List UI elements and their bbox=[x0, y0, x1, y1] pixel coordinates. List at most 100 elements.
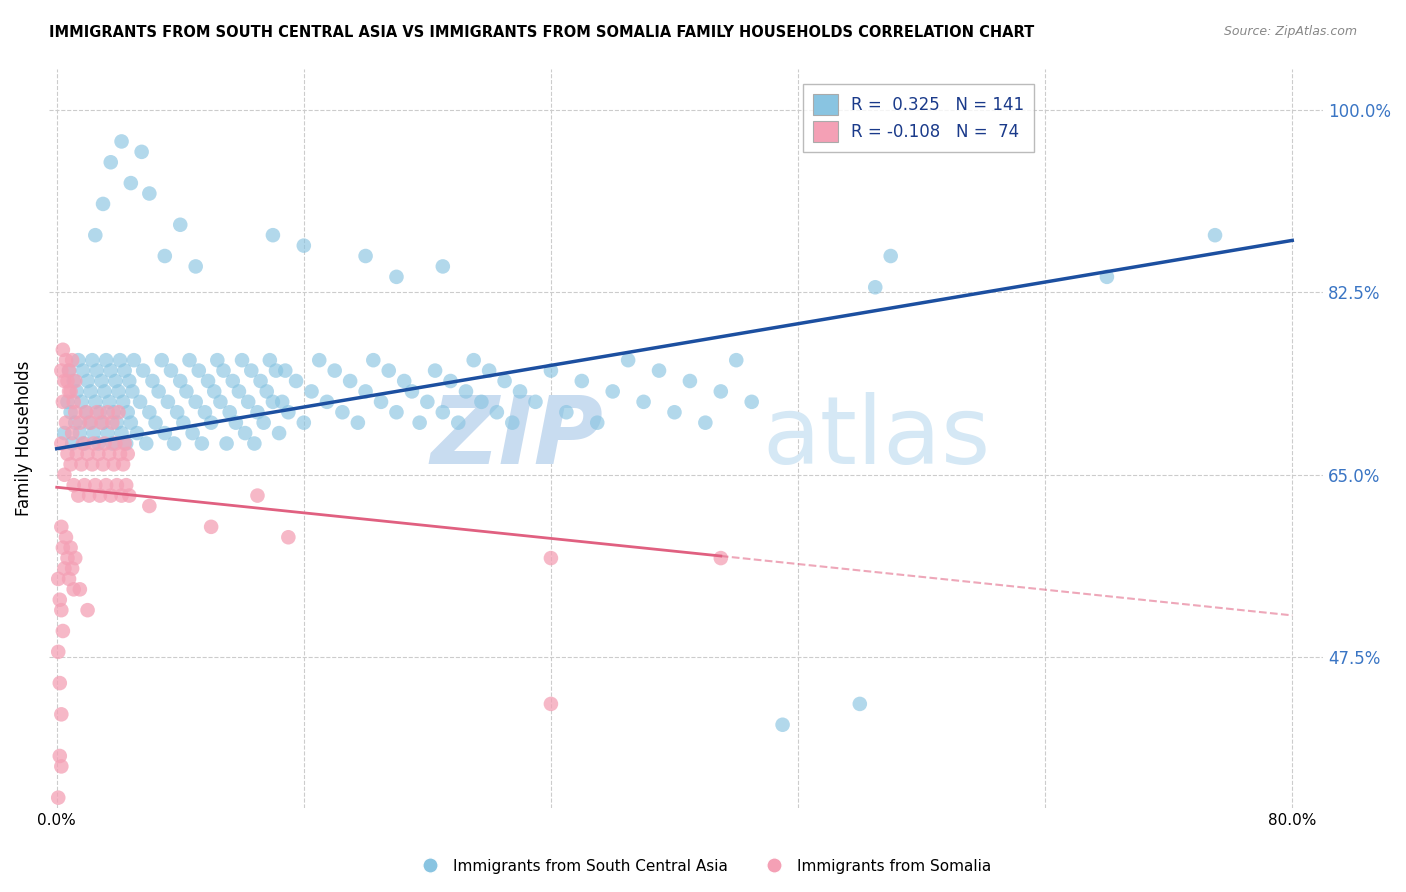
Point bbox=[98, 394, 121, 409]
Point bbox=[202, 384, 225, 399]
Point bbox=[316, 394, 339, 409]
Point bbox=[60, 353, 83, 368]
Point bbox=[271, 394, 294, 409]
Point bbox=[478, 363, 501, 377]
Point bbox=[67, 353, 90, 368]
Point bbox=[131, 145, 153, 159]
Point bbox=[347, 416, 370, 430]
Point bbox=[323, 363, 346, 377]
Point bbox=[141, 374, 163, 388]
Text: Source: ZipAtlas.com: Source: ZipAtlas.com bbox=[1223, 25, 1357, 38]
Point bbox=[90, 416, 112, 430]
Point bbox=[679, 374, 702, 388]
Point bbox=[370, 394, 392, 409]
Point bbox=[84, 228, 107, 243]
Point bbox=[69, 426, 91, 441]
Point bbox=[103, 458, 125, 472]
Point bbox=[56, 374, 79, 388]
Point bbox=[150, 353, 173, 368]
Point bbox=[94, 478, 117, 492]
Point bbox=[83, 436, 105, 450]
Point bbox=[46, 790, 69, 805]
Point bbox=[118, 374, 141, 388]
Point bbox=[120, 176, 142, 190]
Point bbox=[509, 384, 531, 399]
Point bbox=[166, 405, 188, 419]
Point bbox=[59, 405, 82, 419]
Point bbox=[72, 363, 94, 377]
Point bbox=[58, 384, 80, 399]
Point bbox=[101, 416, 124, 430]
Point bbox=[76, 374, 98, 388]
Point bbox=[91, 416, 114, 430]
Point bbox=[238, 394, 260, 409]
Legend: R =  0.325   N = 141, R = -0.108   N =  74: R = 0.325 N = 141, R = -0.108 N = 74 bbox=[803, 84, 1035, 152]
Point bbox=[75, 405, 97, 419]
Point bbox=[301, 384, 323, 399]
Point bbox=[58, 363, 80, 377]
Point bbox=[93, 384, 115, 399]
Point bbox=[93, 436, 115, 450]
Point bbox=[73, 478, 96, 492]
Point bbox=[602, 384, 624, 399]
Point bbox=[292, 416, 315, 430]
Point bbox=[77, 416, 100, 430]
Point bbox=[160, 363, 183, 377]
Point bbox=[105, 478, 128, 492]
Point bbox=[865, 280, 887, 294]
Point bbox=[52, 394, 75, 409]
Legend: Immigrants from South Central Asia, Immigrants from Somalia: Immigrants from South Central Asia, Immi… bbox=[409, 853, 997, 880]
Point bbox=[89, 405, 111, 419]
Point bbox=[710, 384, 733, 399]
Point bbox=[416, 394, 439, 409]
Point bbox=[65, 405, 87, 419]
Point bbox=[249, 374, 271, 388]
Point bbox=[432, 405, 454, 419]
Point bbox=[69, 416, 91, 430]
Point bbox=[53, 561, 76, 575]
Point bbox=[447, 416, 470, 430]
Point bbox=[277, 530, 299, 544]
Point bbox=[555, 405, 578, 419]
Point bbox=[110, 135, 132, 149]
Point bbox=[274, 363, 297, 377]
Point bbox=[710, 551, 733, 566]
Point bbox=[86, 405, 108, 419]
Point bbox=[100, 363, 122, 377]
Point bbox=[56, 447, 79, 461]
Point bbox=[246, 489, 269, 503]
Point bbox=[91, 197, 114, 211]
Point bbox=[82, 353, 104, 368]
Point bbox=[1204, 228, 1226, 243]
Point bbox=[55, 353, 77, 368]
Point bbox=[97, 405, 120, 419]
Point bbox=[62, 478, 84, 492]
Point bbox=[49, 749, 72, 764]
Point bbox=[91, 458, 114, 472]
Point bbox=[62, 394, 84, 409]
Point bbox=[187, 363, 209, 377]
Point bbox=[87, 436, 110, 450]
Point bbox=[135, 436, 157, 450]
Point bbox=[176, 384, 198, 399]
Point bbox=[108, 353, 131, 368]
Point bbox=[156, 394, 179, 409]
Point bbox=[62, 582, 84, 597]
Point bbox=[65, 416, 87, 430]
Point bbox=[385, 405, 408, 419]
Point bbox=[540, 551, 562, 566]
Point bbox=[207, 353, 229, 368]
Point bbox=[46, 645, 69, 659]
Point bbox=[222, 374, 245, 388]
Point bbox=[82, 458, 104, 472]
Point bbox=[56, 394, 79, 409]
Point bbox=[59, 541, 82, 555]
Point bbox=[439, 374, 461, 388]
Point bbox=[100, 489, 122, 503]
Point bbox=[60, 561, 83, 575]
Point bbox=[1095, 269, 1118, 284]
Point bbox=[540, 697, 562, 711]
Point bbox=[79, 384, 101, 399]
Point bbox=[121, 384, 143, 399]
Point bbox=[115, 436, 138, 450]
